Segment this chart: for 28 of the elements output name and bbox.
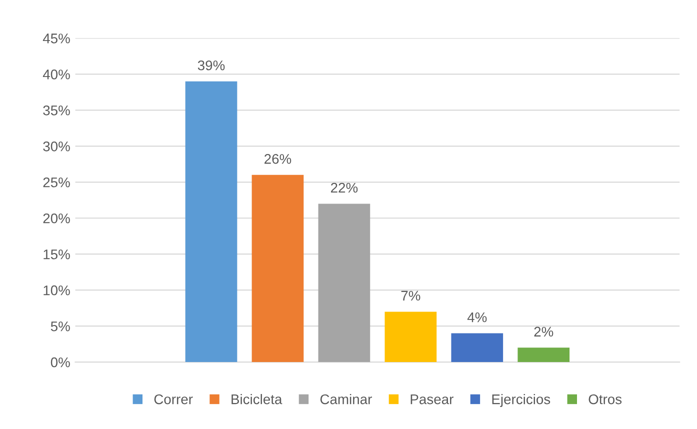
- data-label: 26%: [264, 154, 292, 164]
- legend-label: Bicicleta: [232, 394, 282, 404]
- data-label: 22%: [330, 182, 358, 193]
- data-label: 7%: [401, 290, 420, 301]
- legend-label: Caminar: [320, 394, 372, 404]
- legend-label: Correr: [154, 394, 193, 404]
- y-tick-label: 30%: [43, 141, 70, 152]
- y-tick-label: 20%: [43, 213, 70, 224]
- y-tick-label: 35%: [43, 105, 70, 116]
- bar: [185, 81, 238, 362]
- data-label: 2%: [534, 326, 554, 337]
- bar: [252, 174, 304, 362]
- bar: [384, 312, 437, 362]
- y-tick-label: 40%: [42, 70, 70, 80]
- bar: [451, 333, 504, 362]
- y-tick-label: 45%: [42, 34, 70, 44]
- bar: [518, 348, 570, 362]
- y-tick-label: 0%: [50, 357, 70, 368]
- bar: [318, 204, 370, 362]
- data-label: 39%: [198, 60, 225, 70]
- data-label: 4%: [467, 312, 487, 322]
- y-tick-label: 10%: [44, 285, 70, 296]
- legend-label: Ejercicios: [492, 394, 550, 407]
- legend-label: Otros: [588, 394, 622, 404]
- y-tick-label: 5%: [50, 321, 70, 332]
- legend-label: Pasear: [410, 394, 454, 404]
- y-tick-label: 15%: [44, 250, 70, 260]
- y-tick-label: 25%: [43, 177, 70, 188]
